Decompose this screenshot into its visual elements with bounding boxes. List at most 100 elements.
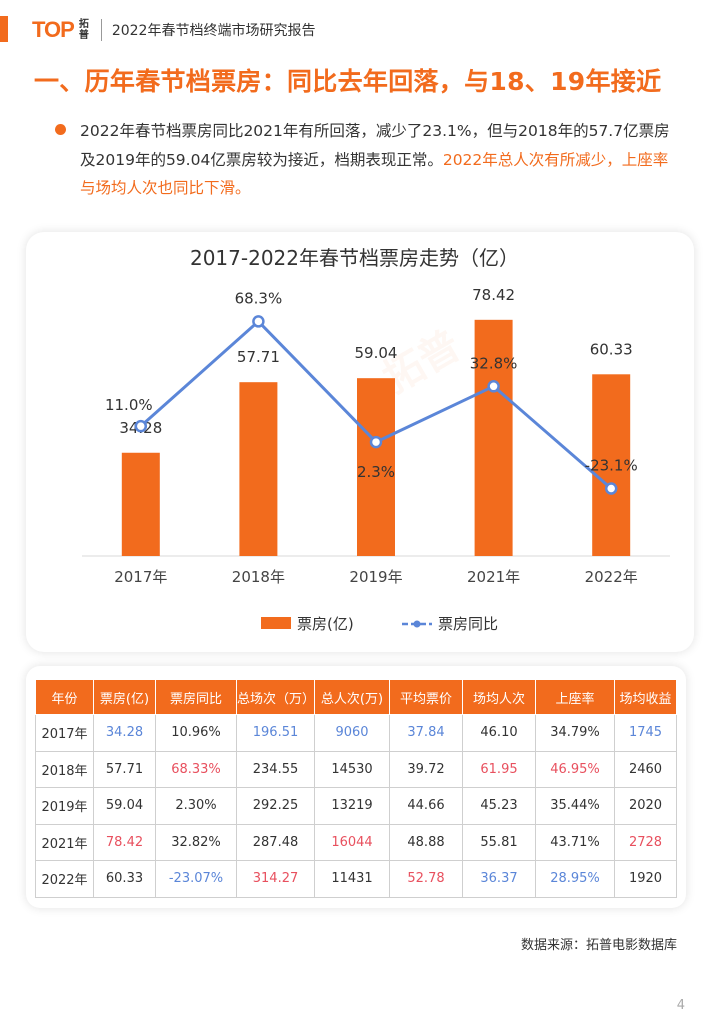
data-source: 数据来源：拓普电影数据库 bbox=[520, 938, 677, 953]
table-cell: 28.95% bbox=[535, 860, 615, 898]
top-logo: TOP 拓 普 bbox=[32, 14, 89, 46]
table-cell: 35.44% bbox=[535, 787, 615, 825]
chart-title: 2017-2022年春节档票房走势（亿） bbox=[189, 246, 519, 270]
table-cell: 46.95% bbox=[535, 750, 615, 788]
table-header-1: 票房(亿) bbox=[93, 679, 156, 715]
yoy-point-4 bbox=[604, 482, 618, 495]
legend-line-label: 票房同比 bbox=[438, 615, 498, 633]
yoy-point-1 bbox=[252, 315, 265, 328]
table-row: 2021年 78.42 32.82% 287.48 16044 48.88 55.81 43.… bbox=[35, 823, 677, 861]
table-header-4: 总人次(万) bbox=[314, 679, 390, 715]
table-row: 2019年 59.04 2.30% 292.25 13219 44.66 45.23 35.4… bbox=[35, 787, 677, 825]
table-cell: 287.48 bbox=[236, 823, 315, 861]
yoy-label-0: 11.0% bbox=[105, 396, 153, 414]
table-cell: 13219 bbox=[314, 787, 390, 825]
table-cell: 57.71 bbox=[93, 750, 156, 788]
bullet-dot-icon bbox=[55, 124, 66, 135]
table-cell: 55.81 bbox=[462, 823, 536, 861]
table-cell: 234.55 bbox=[236, 750, 315, 788]
table-cell: 2020 bbox=[614, 787, 677, 825]
page-header: TOP 拓 普 2022年春节档终端市场研究报告 bbox=[32, 14, 315, 46]
table-header-5: 平均票价 bbox=[389, 679, 463, 715]
page-number: 4 bbox=[676, 998, 685, 1013]
summary-text: 2022年春节档票房同比2021年有所回落，减少了23.1%，但与2018年的5… bbox=[80, 122, 670, 169]
table-header-0: 年份 bbox=[35, 679, 94, 715]
x-tick-4: 2022年 bbox=[585, 568, 638, 586]
table-cell: 44.66 bbox=[389, 787, 463, 825]
table-cell: 314.27 bbox=[236, 860, 315, 898]
table-cell: 2022年 bbox=[35, 860, 94, 898]
table-cell: 45.23 bbox=[462, 787, 536, 825]
table-cell: 2018年 bbox=[35, 750, 94, 788]
table-header-7: 上座率 bbox=[535, 679, 615, 715]
table-cell: 14530 bbox=[314, 750, 390, 788]
box-office-table: 年份 票房(亿) 票房同比 总场次（万） 总人次(万) 平均票价 场均人次 上座率 场均收益 2… bbox=[35, 679, 677, 898]
table-cell: 68.33% bbox=[155, 750, 237, 788]
table-cell: 1745 bbox=[614, 714, 677, 752]
report-title: 2022年春节档终端市场研究报告 bbox=[111, 23, 316, 39]
table-header-2: 票房同比 bbox=[155, 679, 237, 715]
logo-cn: 拓 普 bbox=[79, 19, 89, 41]
table-cell: 292.25 bbox=[236, 787, 315, 825]
table-body: 2017年 34.28 10.96% 196.51 9060 37.84 46.10 34.7… bbox=[35, 714, 677, 898]
x-tick-1: 2018年 bbox=[232, 568, 285, 586]
bar-label-1: 57.71 bbox=[237, 348, 280, 366]
table-cell: 36.37 bbox=[462, 860, 536, 898]
yoy-label-2: 2.3% bbox=[357, 463, 395, 481]
bar-0 bbox=[121, 452, 160, 556]
table-cell: 1920 bbox=[614, 860, 677, 898]
header-accent-bar bbox=[0, 16, 8, 42]
table-cell: 9060 bbox=[314, 714, 390, 752]
table-cell: 59.04 bbox=[93, 787, 156, 825]
table-cell: -23.07% bbox=[155, 860, 237, 898]
table-cell: 48.88 bbox=[389, 823, 463, 861]
table-row: 2017年 34.28 10.96% 196.51 9060 37.84 46.10 34.7… bbox=[35, 714, 677, 752]
bar-label-3: 78.42 bbox=[472, 286, 515, 304]
yoy-point-3 bbox=[487, 380, 500, 393]
table-cell: 11431 bbox=[314, 860, 390, 898]
table-cell: 10.96% bbox=[155, 714, 237, 752]
table-cell: 61.95 bbox=[462, 750, 536, 788]
bar-2 bbox=[357, 378, 395, 556]
table-cell: 52.78 bbox=[389, 860, 463, 898]
bar-3 bbox=[474, 319, 513, 556]
table-cell: 2460 bbox=[614, 750, 677, 788]
table-cell: 196.51 bbox=[236, 714, 315, 752]
legend-bar-label: 票房(亿) bbox=[297, 615, 354, 633]
table-cell: 2728 bbox=[614, 823, 677, 861]
summary-highlight: 2022年总人次有所减少，上座率与场均人次也同比下滑。 bbox=[80, 150, 669, 198]
table-cell: 37.84 bbox=[389, 714, 463, 752]
yoy-point-0 bbox=[134, 419, 148, 433]
table-cell: 39.72 bbox=[389, 750, 463, 788]
yoy-label-4: -23.1% bbox=[585, 457, 638, 475]
table-cell: 16044 bbox=[314, 823, 390, 861]
header-divider bbox=[100, 19, 102, 41]
logo-cn-1: 拓 bbox=[78, 19, 89, 30]
table-cell: 2017年 bbox=[35, 714, 94, 752]
table-cell: 2021年 bbox=[35, 823, 94, 861]
x-tick-2: 2019年 bbox=[349, 568, 402, 586]
table-cell: 34.28 bbox=[93, 714, 156, 752]
x-tick-0: 2017年 bbox=[114, 568, 167, 586]
legend-bar-swatch bbox=[261, 617, 291, 629]
yoy-point-2 bbox=[369, 435, 383, 449]
logo-text: TOP bbox=[32, 17, 75, 42]
yoy-label-3: 32.8% bbox=[470, 354, 518, 372]
table-header-3: 总场次（万） bbox=[236, 679, 315, 715]
table-row: 2022年 60.33 -23.07% 314.27 11431 52.78 36.37 28… bbox=[35, 860, 677, 898]
bar-label-2: 59.04 bbox=[355, 344, 398, 362]
table-cell: 34.79% bbox=[535, 714, 615, 752]
legend-line-dot bbox=[413, 620, 421, 628]
table-row: 2018年 57.71 68.33% 234.55 14530 39.72 61.95 46.… bbox=[35, 750, 677, 788]
table-header-6: 场均人次 bbox=[462, 679, 536, 715]
page-title: 一、历年春节档票房：同比去年回落，与18、19年接近 bbox=[34, 67, 662, 96]
table-cell: 2019年 bbox=[35, 787, 94, 825]
table-cell: 2.30% bbox=[155, 787, 237, 825]
summary-paragraph: 2022年春节档票房同比2021年有所回落，减少了23.1%，但与2018年的5… bbox=[80, 117, 670, 203]
table-cell: 46.10 bbox=[462, 714, 536, 752]
yoy-label-1: 68.3% bbox=[235, 289, 283, 307]
bar-4 bbox=[592, 374, 631, 556]
x-tick-3: 2021年 bbox=[467, 568, 520, 586]
bar-1 bbox=[239, 382, 278, 556]
table-cell: 32.82% bbox=[155, 823, 237, 861]
